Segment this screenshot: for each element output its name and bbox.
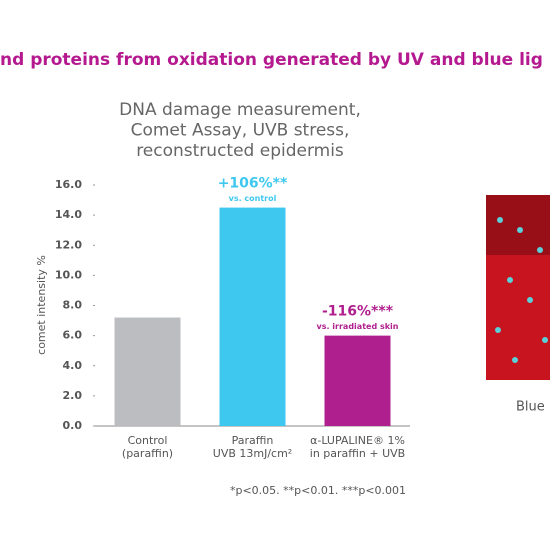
- annotation: -116%***: [322, 304, 394, 320]
- chart-title: Comet Assay, UVB stress,: [131, 121, 350, 141]
- footnote: *p<0.05. **p<0.01. ***p<0.001: [230, 484, 406, 497]
- y-tick-label: 14.0: [55, 208, 82, 221]
- x-tick-label: Control: [128, 434, 168, 447]
- y-tick-label: 16.0: [55, 178, 82, 191]
- annotation-sub: vs. irradiated skin: [317, 322, 399, 331]
- x-tick-label: α-LUPALINE® 1%: [310, 434, 405, 447]
- y-tick-label: 10.0: [55, 268, 82, 281]
- y-tick-label: 0.0: [63, 419, 83, 432]
- bar: [324, 335, 391, 426]
- y-tick-label: 12.0: [55, 238, 82, 251]
- bar: [114, 317, 181, 426]
- x-tick-label: UVB 13mJ/cm²: [213, 447, 292, 460]
- bar: [219, 207, 286, 426]
- y-tick-label: 8.0: [63, 299, 83, 312]
- x-tick-label: (paraffin): [122, 447, 173, 460]
- annotation: +106%**: [218, 176, 288, 192]
- headline: nd proteins from oxidation generated by …: [0, 50, 543, 70]
- y-tick-label: 6.0: [63, 329, 83, 342]
- x-tick-label: in paraffin + UVB: [310, 447, 405, 460]
- y-tick-label: 2.0: [63, 389, 83, 402]
- chart-title: reconstructed epidermis: [136, 141, 344, 161]
- y-tick-label: 4.0: [63, 359, 83, 372]
- y-axis-label: comet intensity %: [35, 255, 48, 355]
- chart-title: DNA damage measurement,: [119, 100, 361, 120]
- annotation-sub: vs. control: [229, 194, 277, 203]
- image-caption: Blue: [516, 400, 545, 415]
- micro-image: [486, 195, 550, 380]
- x-tick-label: Paraffin: [232, 434, 274, 447]
